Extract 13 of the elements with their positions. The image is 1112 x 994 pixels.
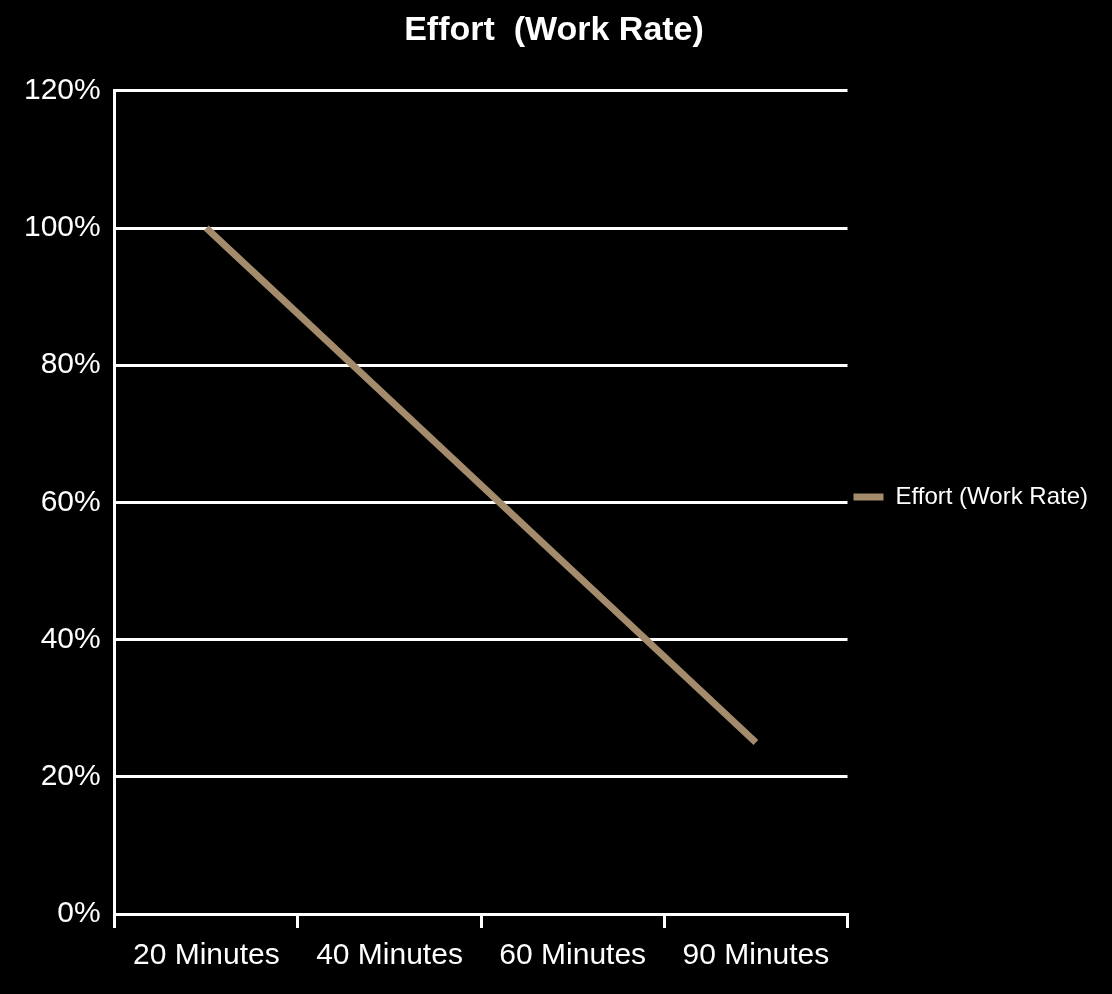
y-tick-label: 40% (40, 620, 101, 654)
y-tick-label: 20% (40, 758, 101, 792)
x-tick-label: 40 Minutes (316, 937, 463, 971)
y-tick-label: 0% (57, 895, 101, 929)
chart-title: Effort (Work Rate) (404, 8, 704, 47)
y-tick-label: 100% (23, 209, 101, 243)
y-tick-label: 60% (40, 483, 101, 517)
y-tick-label: 120% (23, 72, 101, 106)
y-tick-label: 80% (40, 346, 101, 380)
x-tick-label: 90 Minutes (682, 937, 830, 971)
legend-label: Effort (Work Rate) (895, 481, 1089, 509)
x-tick-label: 60 Minutes (499, 937, 647, 971)
x-tick-label: 20 Minutes (132, 937, 280, 971)
